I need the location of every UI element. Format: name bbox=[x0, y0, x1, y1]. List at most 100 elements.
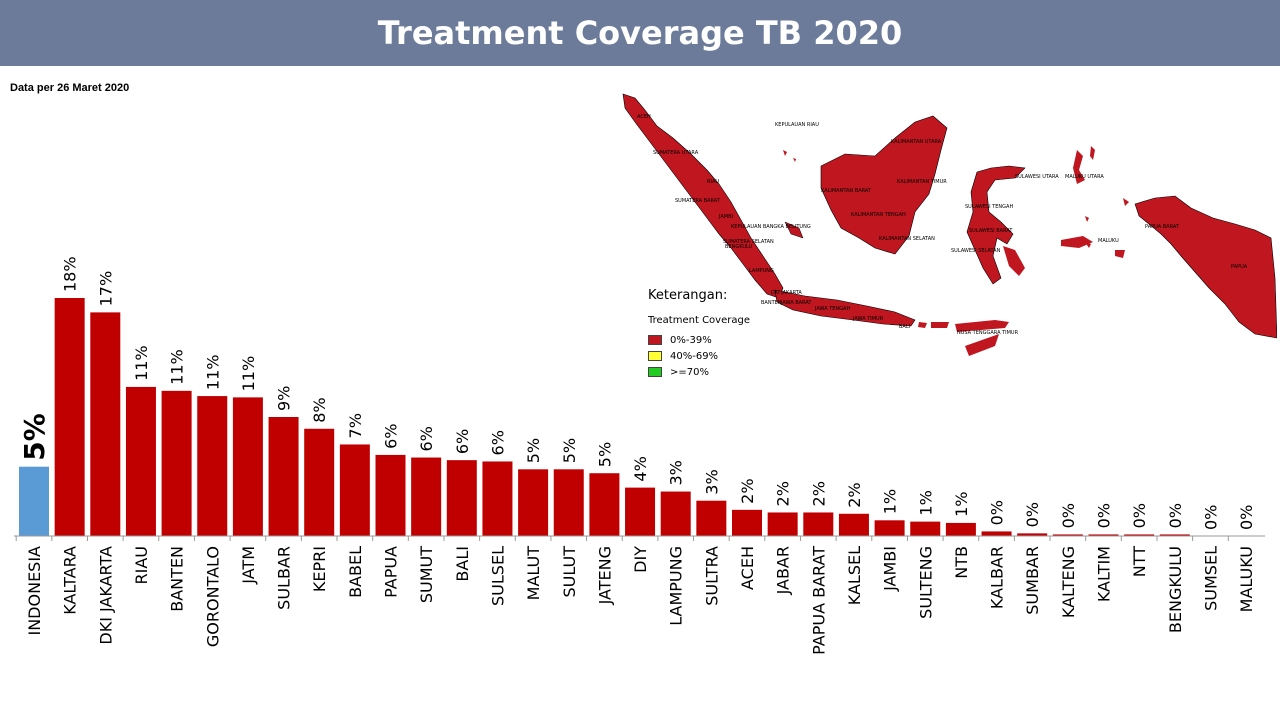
data-label-sulteng: 1% bbox=[916, 490, 935, 515]
category-label-kaltara: KALTARA bbox=[61, 546, 80, 615]
legend-subtitle: Treatment Coverage bbox=[648, 315, 750, 326]
category-label-bengkulu: BENGKULU bbox=[1166, 546, 1185, 633]
bar-indonesia bbox=[19, 466, 49, 536]
category-labels-group: INDONESIA KALTARA DKI JAKARTA RIAU BANTEN GOR… bbox=[25, 546, 1256, 655]
map-label-bengkulu: BENGKULU bbox=[725, 244, 753, 250]
data-label-kalbar: 0% bbox=[988, 500, 1007, 525]
category-label-sulteng: SULTENG bbox=[916, 546, 935, 619]
category-label-jatm: JATM bbox=[239, 546, 258, 585]
data-label-sumut: 6% bbox=[417, 426, 436, 451]
category-label-riau: RIAU bbox=[132, 546, 151, 585]
category-label-lampung: LAMPUNG bbox=[667, 546, 686, 626]
category-label-jateng: JATENG bbox=[595, 546, 614, 605]
bar-sulbar bbox=[268, 417, 299, 536]
bar-bali bbox=[446, 460, 477, 536]
data-label-kalsel: 2% bbox=[845, 482, 864, 507]
legend-item-low: 0%-39% bbox=[648, 332, 750, 348]
map-label-kalimantan-barat: KALIMANTAN BARAT bbox=[821, 188, 872, 194]
category-label-malut: MALUT bbox=[524, 546, 543, 601]
data-label-diy: 4% bbox=[631, 456, 650, 481]
map-region-maluku-utara bbox=[1073, 146, 1095, 184]
map-label-sumatera-utara: SUMATERA UTARA bbox=[653, 150, 699, 156]
bar-malut bbox=[518, 469, 549, 536]
map-region-ntb bbox=[931, 322, 949, 328]
map-label-banten: BANTEN bbox=[761, 300, 782, 306]
bar-jambi bbox=[874, 520, 905, 536]
map-region-java bbox=[774, 289, 916, 327]
category-label-kalteng: KALTENG bbox=[1059, 546, 1078, 618]
bar-riau bbox=[125, 386, 156, 536]
data-label-papua: 6% bbox=[382, 424, 401, 449]
category-label-babel: BABEL bbox=[346, 546, 365, 598]
category-label-banten: BANTEN bbox=[168, 546, 187, 612]
bars-group bbox=[19, 298, 1190, 536]
data-label-kaltara: 18% bbox=[61, 256, 80, 292]
bar-jateng bbox=[589, 473, 620, 536]
data-label-ntt: 0% bbox=[1130, 503, 1149, 528]
category-label-sulbar: SULBAR bbox=[275, 546, 294, 610]
bar-sumbar bbox=[1017, 533, 1048, 536]
category-label-sumbar: SUMBAR bbox=[1023, 546, 1042, 615]
legend-swatch-low bbox=[648, 335, 662, 345]
bar-kalsel bbox=[838, 513, 869, 536]
data-labels-group: 5% 18% 17% 11% 11% 11% 11% 9% 8% 7% 6% 6% 6% 6% 5% 5% 5%… bbox=[18, 256, 1256, 530]
category-label-indonesia: INDONESIA bbox=[25, 546, 44, 636]
data-label-sulut: 5% bbox=[560, 438, 579, 463]
legend-item-high: >=70% bbox=[648, 364, 750, 380]
legend-item-mid: 40%-69% bbox=[648, 348, 750, 364]
legend-label-low: 0%-39% bbox=[670, 334, 712, 346]
map-label-jawa-timur: JAWA TIMUR bbox=[852, 316, 884, 322]
map-label-jawa-barat: JAWA BARAT bbox=[780, 300, 812, 306]
data-label-sulsel: 6% bbox=[488, 430, 507, 455]
map-label-kepulauan-bangka-belitung: KEPULAUAN BANGKA BELITUNG bbox=[731, 224, 811, 230]
data-label-maluku: 0% bbox=[1237, 505, 1256, 530]
bar-kalteng bbox=[1052, 534, 1083, 536]
map-label-sumatera-selatan: SUMATERA SELATAN bbox=[723, 239, 774, 245]
map-label-papua-barat: PAPUA BARAT bbox=[1145, 224, 1180, 230]
bar-papua bbox=[375, 454, 406, 536]
map-label-kalimantan-utara: KALIMANTAN UTARA bbox=[891, 139, 942, 145]
legend-swatch-high bbox=[648, 367, 662, 377]
data-label-dki-jakarta: 17% bbox=[96, 271, 115, 307]
category-label-sultra: SULTRA bbox=[702, 546, 721, 606]
bar-sulteng bbox=[910, 521, 941, 536]
data-label-sumsel: 0% bbox=[1201, 505, 1220, 530]
bar-kepri bbox=[304, 428, 335, 536]
category-label-diy: DIY bbox=[631, 546, 650, 573]
bar-sulsel bbox=[482, 461, 513, 536]
category-label-jambi: JAMBI bbox=[881, 546, 900, 592]
data-label-aceh: 2% bbox=[738, 478, 757, 503]
bar-jatm bbox=[232, 397, 263, 536]
map-label-riau: RIAU bbox=[707, 179, 719, 185]
category-label-kepri: KEPRI bbox=[310, 546, 329, 592]
map-region-papua bbox=[1134, 195, 1277, 339]
data-label-sultra: 3% bbox=[702, 469, 721, 494]
bar-bengkulu bbox=[1159, 534, 1190, 536]
bar-ntt bbox=[1124, 534, 1155, 536]
data-label-jabar: 2% bbox=[774, 481, 793, 506]
indonesia-map: ACEH KEPULAUAN RIAU SUMATERA UTARA KALIMANT… bbox=[622, 93, 1277, 356]
map-label-sulawesi-selatan: SULAWESI SELATAN bbox=[951, 248, 1001, 254]
bar-papua-barat bbox=[803, 512, 834, 536]
data-label-bali: 6% bbox=[453, 429, 472, 454]
category-label-ntt: NTT bbox=[1130, 546, 1149, 577]
bar-sultra bbox=[696, 500, 727, 536]
map-region-papua-west-islands bbox=[1085, 198, 1129, 248]
map-label-kalimantan-timur: KALIMANTAN TIMUR bbox=[897, 179, 947, 185]
category-label-bali: BALI bbox=[453, 546, 472, 582]
map-region-labels: ACEH KEPULAUAN RIAU SUMATERA UTARA KALIMANT… bbox=[637, 114, 1248, 336]
bar-kaltim bbox=[1088, 534, 1119, 536]
data-label-papua-barat: 2% bbox=[809, 481, 828, 506]
category-label-dki-jakarta: DKI JAKARTA bbox=[96, 546, 115, 645]
bar-aceh bbox=[732, 509, 762, 536]
map-region-sulawesi-southeast bbox=[1003, 246, 1025, 276]
map-label-nusa-tenggara-timur: NUSA TENGGARA TIMUR bbox=[957, 330, 1019, 336]
bar-gorontalo bbox=[197, 396, 228, 536]
data-label-jambi: 1% bbox=[881, 489, 900, 514]
legend-label-high: >=70% bbox=[670, 366, 709, 378]
data-label-sulbar: 9% bbox=[275, 386, 294, 411]
category-label-sumut: SUMUT bbox=[417, 546, 436, 603]
category-label-papua-barat: PAPUA BARAT bbox=[809, 546, 828, 655]
data-label-kaltim: 0% bbox=[1095, 503, 1114, 528]
